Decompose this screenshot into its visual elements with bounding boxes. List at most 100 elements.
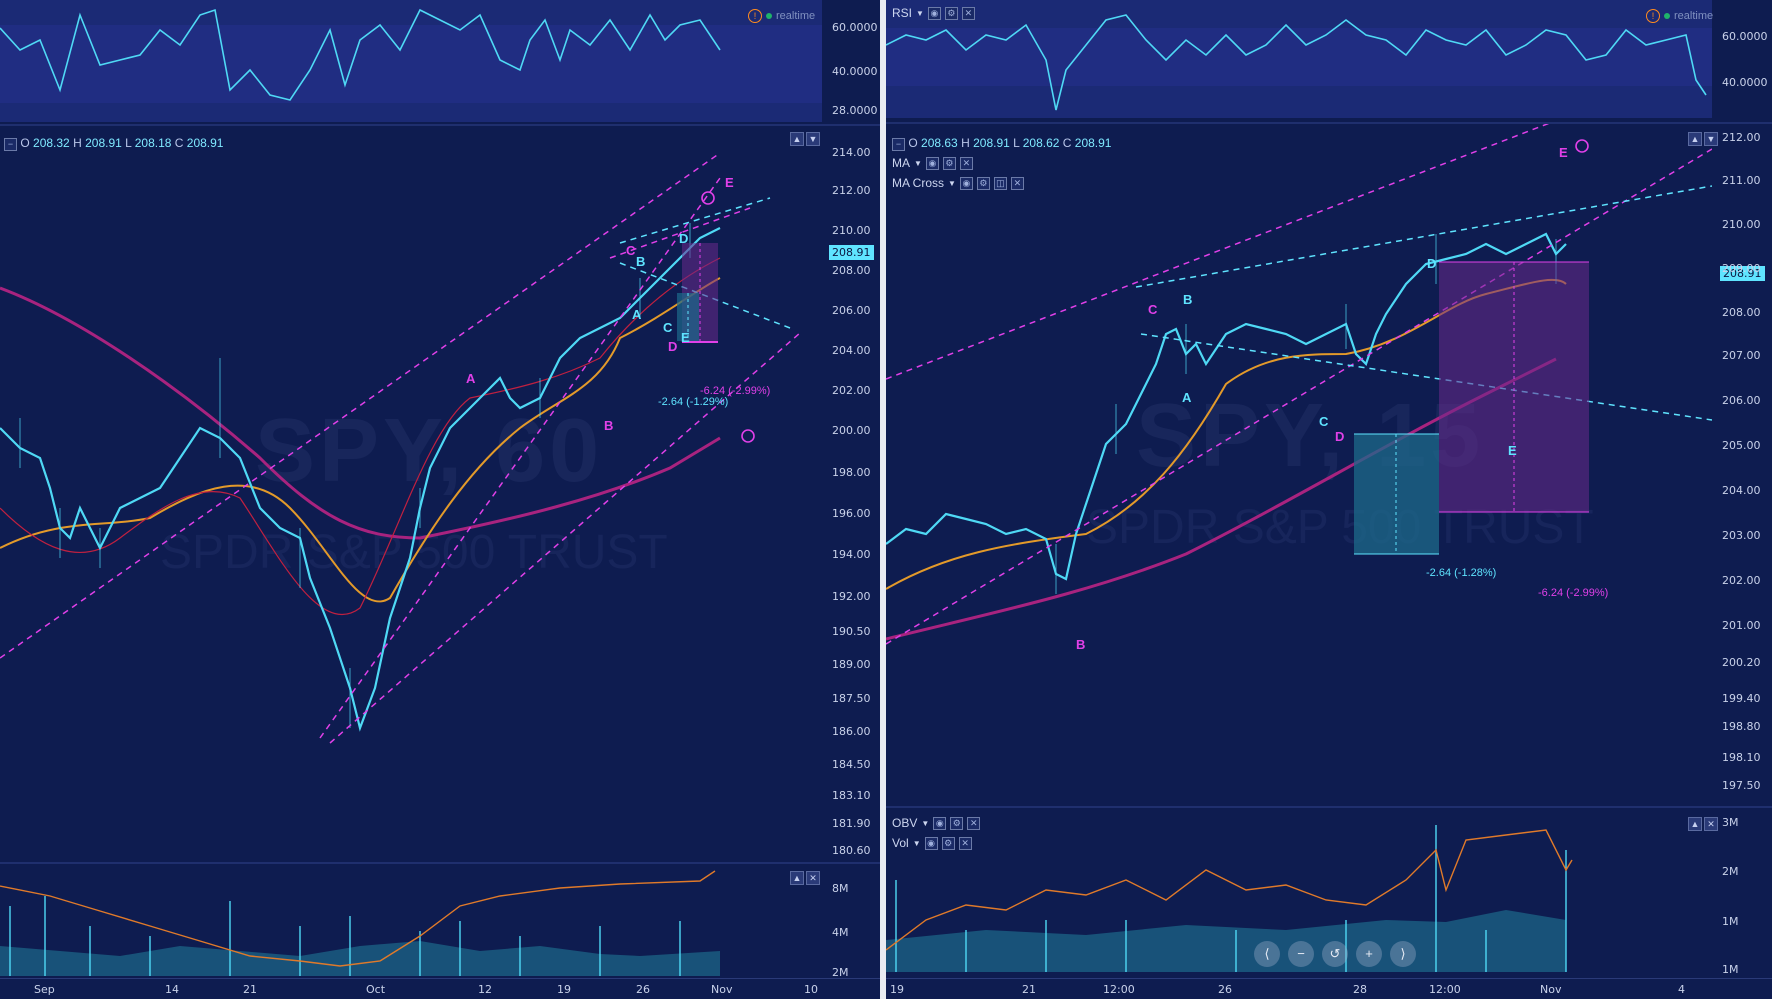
right-vol-tick-1: 2M [1722, 865, 1739, 878]
right-wave-C2: C [1319, 414, 1329, 429]
gear-icon[interactable]: ⚙ [942, 156, 956, 170]
left-date-axis: Sep 14 21 Oct 12 19 26 Nov 10 [0, 978, 880, 999]
close-value: 208.91 [186, 136, 224, 150]
right-price-badge: 208.91 [1720, 266, 1765, 281]
left-wave-B2: B [636, 254, 646, 269]
right-wave-A1: A [1182, 390, 1192, 405]
left-measure-1: -2.64 (-1.29%) [658, 396, 729, 408]
left-rsi-tick-2: 28.0000 [832, 104, 878, 117]
left-chart-panel: ! realtime 60.0000 40.0000 28.0000 SPY, … [0, 0, 880, 999]
left-volume-plot [0, 870, 720, 976]
chevron-down-icon[interactable]: ▼ [912, 838, 921, 848]
right-rsi-line [886, 14, 1707, 111]
chart-split-divider[interactable] [880, 0, 886, 999]
collapse-icon[interactable]: − [892, 138, 905, 151]
left-volume-close-button[interactable]: ✕ [806, 871, 820, 885]
right-rsi-tick-0: 60.0000 [1722, 30, 1768, 43]
right-indicator-ma-cross: MA Cross ▼ ◉ ⚙ ◫ ✕ [892, 176, 1024, 190]
gear-icon[interactable]: ⚙ [944, 6, 958, 20]
left-pane-down-button[interactable]: ▼ [806, 132, 820, 146]
high-value: 208.91 [85, 136, 122, 150]
right-chart-panel: RSI ▼ ◉ ⚙ ✕ ! realtime 60.0000 40.0000 SP… [886, 0, 1772, 999]
right-vol-tick-3: 1M [1722, 963, 1739, 976]
right-vol-tick-2: 1M [1722, 915, 1739, 928]
right-measure-2: -6.24 (-2.99%) [1538, 587, 1609, 599]
left-rsi-separator [0, 124, 880, 126]
close-icon[interactable]: ✕ [959, 156, 973, 170]
chevron-down-icon[interactable]: ▼ [948, 178, 956, 188]
rsi-label[interactable]: RSI [892, 6, 913, 20]
close-icon[interactable]: ✕ [958, 836, 972, 850]
left-measure-2: -6.24 (-2.99%) [700, 385, 771, 397]
left-wave-C2: C [663, 320, 673, 335]
right-pane-down-button[interactable]: ▼ [1704, 132, 1718, 146]
left-rsi-band [0, 25, 822, 103]
left-wave-B1: B [604, 418, 614, 433]
right-rsi-legend: RSI ▼ ◉ ⚙ ✕ [892, 6, 975, 20]
left-price-plot [0, 152, 801, 744]
chevron-down-icon[interactable]: ▼ [921, 818, 930, 828]
high-value: 208.91 [973, 136, 1010, 150]
right-realtime-indicator: ! realtime [1646, 9, 1713, 23]
scroll-right-button[interactable]: ⟩ [1390, 941, 1416, 967]
source-icon[interactable]: ◫ [993, 176, 1007, 190]
right-vol-tick-0: 3M [1722, 816, 1739, 829]
warning-icon: ! [1646, 9, 1660, 23]
right-volume-up-button[interactable]: ▲ [1688, 817, 1702, 831]
left-watermark: SPY, 60 [255, 401, 604, 501]
left-volume-separator [0, 862, 880, 864]
right-price-axis: 212.00 211.00 210.00 209.00 208.00 207.0… [1722, 131, 1761, 792]
right-ohlc-legend: − O 208.63 H 208.91 L 208.62 C 208.91 [892, 136, 1111, 151]
left-price-badge: 208.91 [829, 245, 874, 260]
low-value: 208.62 [1022, 136, 1060, 150]
left-wave-C1: C [626, 243, 636, 258]
left-volume-up-button[interactable]: ▲ [790, 871, 804, 885]
right-volume-separator [886, 806, 1772, 808]
status-dot-icon [1664, 13, 1670, 19]
left-vol-tick-1: 4M [832, 926, 849, 939]
right-rsi-tick-1: 40.0000 [1722, 76, 1768, 89]
left-price-axis: 214.00 212.00 210.00 208.00 206.00 204.0… [832, 146, 871, 857]
chevron-down-icon[interactable]: ▼ [916, 8, 924, 18]
chevron-down-icon[interactable]: ▼ [914, 158, 922, 168]
right-wave-D1: D [1335, 429, 1345, 444]
left-wave-D1: D [679, 231, 689, 246]
right-wave-B2: B [1076, 637, 1086, 652]
open-value: 208.32 [33, 136, 70, 150]
zoom-out-button[interactable]: − [1288, 941, 1314, 967]
visibility-icon[interactable]: ◉ [925, 156, 939, 170]
right-indicator-vol: Vol ▼ ◉ ⚙ ✕ [892, 836, 972, 850]
right-wave-C1: C [1148, 302, 1158, 317]
visibility-icon[interactable]: ◉ [927, 6, 941, 20]
reset-button[interactable]: ↺ [1322, 941, 1348, 967]
close-icon[interactable]: ✕ [967, 816, 981, 830]
right-indicator-obv: OBV ▼ ◉ ⚙ ✕ [892, 816, 981, 830]
left-vol-tick-2: 2M [832, 966, 849, 979]
right-date-axis: 19 21 12:00 26 28 12:00 Nov 4 [886, 978, 1772, 999]
left-wave-A2: A [632, 307, 642, 322]
gear-icon[interactable]: ⚙ [941, 836, 955, 850]
visibility-icon[interactable]: ◉ [933, 816, 947, 830]
close-icon[interactable]: ✕ [961, 6, 975, 20]
zoom-in-button[interactable]: + [1356, 941, 1382, 967]
collapse-icon[interactable]: − [4, 138, 17, 151]
right-volume-plot [886, 825, 1573, 972]
right-pane-up-button[interactable]: ▲ [1688, 132, 1702, 146]
visibility-icon[interactable]: ◉ [959, 176, 973, 190]
low-value: 208.18 [134, 136, 172, 150]
left-rsi-tick-1: 40.0000 [832, 65, 878, 78]
close-icon[interactable]: ✕ [1010, 176, 1024, 190]
gear-icon[interactable]: ⚙ [976, 176, 990, 190]
left-rsi-tick-0: 60.0000 [832, 21, 878, 34]
left-realtime-indicator: ! realtime [748, 9, 815, 23]
right-measure-1: -2.64 (-1.28%) [1426, 567, 1497, 579]
right-volume-close-button[interactable]: ✕ [1704, 817, 1718, 831]
gear-icon[interactable]: ⚙ [950, 816, 964, 830]
status-dot-icon [766, 13, 772, 19]
scroll-left-button[interactable]: ⟨ [1254, 941, 1280, 967]
visibility-icon[interactable]: ◉ [924, 836, 938, 850]
right-wave-B1: B [1183, 292, 1193, 307]
left-pane-up-button[interactable]: ▲ [790, 132, 804, 146]
left-rsi-line [0, 8, 721, 101]
realtime-label: realtime [776, 10, 816, 22]
